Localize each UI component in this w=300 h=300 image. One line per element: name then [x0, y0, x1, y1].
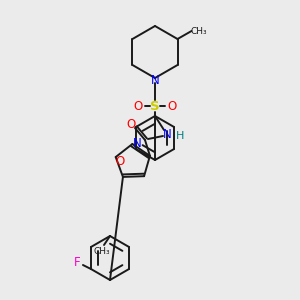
Text: O: O — [167, 100, 177, 112]
Text: O: O — [126, 118, 136, 130]
Text: N: N — [133, 136, 142, 149]
Text: N: N — [151, 74, 159, 88]
Text: CH₃: CH₃ — [190, 26, 207, 35]
Text: F: F — [74, 256, 80, 269]
Text: H: H — [176, 131, 184, 141]
Text: CH₃: CH₃ — [94, 248, 110, 256]
Text: O: O — [134, 100, 142, 112]
Text: N: N — [163, 128, 171, 140]
Text: O: O — [115, 154, 124, 167]
Text: S: S — [150, 100, 160, 112]
